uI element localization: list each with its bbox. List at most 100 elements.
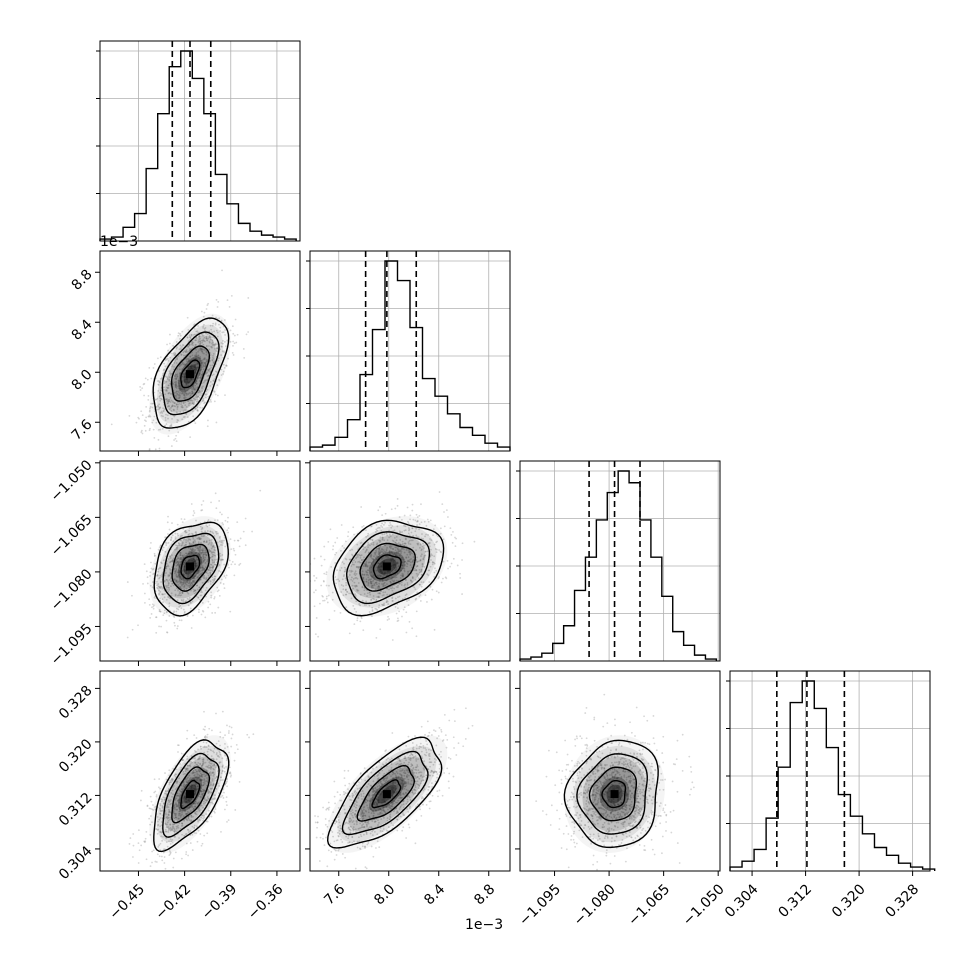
scatter-point	[206, 832, 209, 835]
scatter-point	[379, 506, 381, 508]
scatter-point	[314, 589, 317, 592]
scatter-point	[185, 801, 187, 803]
scatter-point	[214, 808, 217, 810]
scatter-point	[213, 400, 216, 403]
scatter-point	[166, 806, 168, 809]
scatter-point	[175, 610, 178, 613]
scatter-point	[179, 347, 182, 350]
scatter-point	[179, 790, 182, 793]
scatter-point	[186, 777, 189, 780]
scatter-point	[175, 380, 177, 383]
scatter-point	[409, 579, 412, 582]
scatter-point	[212, 545, 215, 548]
scatter-point	[193, 539, 196, 542]
scatter-point	[209, 530, 212, 533]
scatter-point	[416, 520, 418, 523]
scatter-point	[157, 828, 160, 831]
scatter-point	[167, 417, 169, 420]
scatter-point	[208, 539, 211, 542]
scatter-point	[158, 786, 160, 789]
scatter-point	[167, 787, 170, 790]
scatter-point	[388, 573, 391, 575]
scatter-point	[203, 558, 206, 561]
scatter-point	[189, 548, 192, 551]
scatter-point	[171, 779, 174, 782]
scatter-point	[195, 519, 197, 522]
scatter-point	[216, 331, 219, 334]
scatter-point	[220, 539, 223, 542]
scatter-point	[325, 571, 328, 574]
scatter-point	[339, 569, 342, 572]
scatter-point	[200, 348, 203, 351]
scatter-point	[187, 779, 190, 782]
scatter-point	[201, 527, 204, 530]
scatter-point	[353, 533, 355, 536]
scatter-point	[166, 389, 168, 392]
scatter-point	[382, 594, 385, 596]
scatter-point	[187, 776, 190, 779]
scatter-point	[178, 571, 180, 573]
scatter-point	[222, 339, 224, 342]
scatter-point	[344, 577, 347, 580]
scatter-point	[194, 811, 197, 814]
scatter-point	[190, 760, 192, 763]
scatter-point	[422, 542, 424, 545]
scatter-point	[189, 399, 192, 402]
scatter-point	[435, 569, 438, 572]
scatter-point	[199, 770, 202, 772]
scatter-point	[181, 569, 184, 572]
scatter-point	[164, 792, 166, 795]
scatter-point	[148, 409, 151, 412]
scatter-point	[326, 601, 329, 604]
scatter-point	[168, 602, 171, 605]
scatter-point	[195, 813, 198, 816]
scatter-point	[201, 565, 204, 567]
scatter-point	[195, 354, 198, 357]
scatter-point	[405, 545, 408, 548]
scatter-point	[423, 554, 426, 557]
scatter-point	[188, 806, 191, 808]
scatter-point	[403, 567, 406, 570]
scatter-point	[212, 322, 215, 325]
scatter-point	[158, 586, 161, 588]
scatter-point	[205, 577, 208, 580]
scatter-point	[187, 404, 190, 407]
scatter-point	[152, 804, 154, 806]
scatter-point	[200, 765, 203, 767]
scatter-point	[210, 563, 213, 566]
scatter-point	[400, 558, 403, 561]
scatter-point	[167, 831, 170, 833]
scatter-point	[206, 425, 209, 428]
scatter-point	[149, 833, 152, 836]
scatter-point	[197, 562, 200, 565]
scatter-point	[201, 371, 204, 373]
scatter-point	[166, 821, 169, 824]
scatter-point	[376, 566, 378, 569]
scatter-point	[183, 565, 186, 568]
scatter-point	[195, 788, 198, 791]
scatter-point	[145, 405, 148, 408]
scatter-point	[191, 582, 194, 585]
scatter-point	[433, 555, 436, 558]
scatter-point	[153, 410, 156, 412]
scatter-point	[159, 356, 162, 359]
scatter-point	[201, 549, 204, 552]
scatter-point	[396, 550, 398, 553]
scatter-point	[352, 604, 355, 607]
scatter-point	[167, 541, 170, 544]
scatter-point	[365, 529, 367, 531]
scatter-point	[200, 541, 202, 544]
scatter-point	[167, 581, 170, 584]
scatter-point	[202, 560, 205, 562]
scatter-point	[151, 568, 154, 571]
scatter-point	[194, 531, 197, 534]
scatter-point	[189, 538, 192, 541]
scatter-point	[166, 343, 168, 346]
scatter-point	[259, 489, 262, 492]
scatter-point	[205, 335, 208, 338]
scatter-point	[354, 572, 356, 574]
scatter-point	[192, 815, 194, 818]
scatter-point	[202, 568, 205, 570]
scatter-point	[188, 586, 191, 589]
scatter-point	[174, 775, 177, 778]
